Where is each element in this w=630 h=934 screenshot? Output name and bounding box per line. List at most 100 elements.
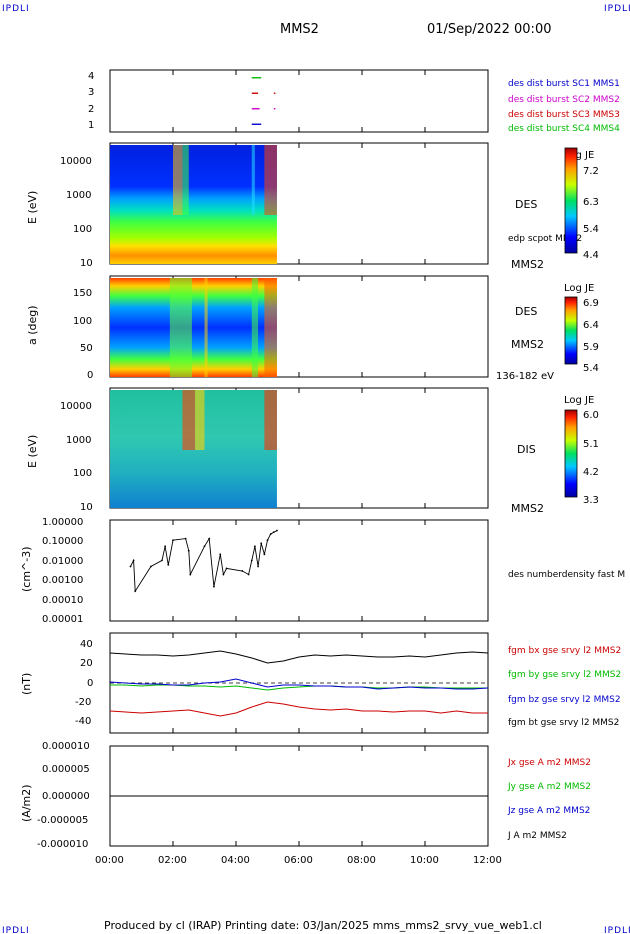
density-point-20 xyxy=(254,545,256,548)
current-legend-j: J A m2 MMS2 xyxy=(508,831,567,841)
current-legend-jz: Jz gse A m2 MMS2 xyxy=(508,806,591,816)
density-point-10 xyxy=(189,573,192,576)
time-tick-0800: 08:00 xyxy=(347,855,376,866)
des-energy-cbar-tick-0: 7.2 xyxy=(583,166,599,177)
dis-energy-feature-0 xyxy=(182,390,196,450)
time-tick-1200: 12:00 xyxy=(473,855,502,866)
time-tick-0000: 00:00 xyxy=(95,855,124,866)
des-energy-ytick-100: 100 xyxy=(73,224,93,235)
density-point-1 xyxy=(132,559,135,562)
des-pitch-cbar-tick-1: 6.4 xyxy=(583,320,599,331)
density-series-line xyxy=(130,530,278,593)
density-point-16 xyxy=(225,567,228,570)
density-point-27 xyxy=(276,529,278,532)
dis-energy-ytick-10: 10 xyxy=(80,502,93,513)
des-pitch-ytick-50: 50 xyxy=(80,343,93,354)
density-point-5 xyxy=(164,545,167,548)
bfield-ytick-minus20: -20 xyxy=(75,697,92,708)
des-pitch-cbar-tick-2: 5.9 xyxy=(583,342,599,353)
bfield-ytick-20: 20 xyxy=(80,658,93,669)
des-pitch-feature-2 xyxy=(251,278,259,377)
current-ytick-0: 0.000010 xyxy=(42,741,90,752)
dis-energy-cbar-tick-1: 5.1 xyxy=(583,439,599,450)
burst-legend-mms2: des dist burst SC2 MMS2 xyxy=(508,95,620,105)
data-marks xyxy=(109,77,578,797)
bfield-series-3 xyxy=(109,678,489,690)
density-ytick-0.1: 0.10000 xyxy=(42,536,84,547)
des-pitch-colorbar xyxy=(564,296,578,365)
density-point-6 xyxy=(167,563,170,566)
dis-energy-cbar-tick-3: 3.3 xyxy=(583,495,599,506)
current-legend-jx: Jx gse A m2 MMS2 xyxy=(508,758,591,768)
density-ytick-0.0001: 0.00010 xyxy=(42,595,84,606)
bfield-series-1 xyxy=(109,701,488,717)
des-energy-scpot-label: edp scpot MMS2 xyxy=(508,234,583,244)
bfield-series-0 xyxy=(109,650,489,664)
current-ytick-4: -0.000010 xyxy=(37,839,89,850)
time-tick-0200: 02:00 xyxy=(158,855,187,866)
density-point-21 xyxy=(257,565,259,568)
dis-energy-ytick-1000: 1000 xyxy=(66,435,92,446)
density-point-0 xyxy=(129,565,132,568)
density-point-17 xyxy=(241,570,244,572)
des-energy-feature-3 xyxy=(264,145,277,215)
time-tick-1000: 10:00 xyxy=(410,855,439,866)
des-pitch-cbar-tick-3: 5.4 xyxy=(583,363,599,374)
density-point-2 xyxy=(134,590,137,593)
des-energy-colorbar xyxy=(564,147,578,254)
des-pitch-feature-0 xyxy=(169,278,192,377)
density-point-11 xyxy=(203,545,206,548)
des-energy-feature-1 xyxy=(182,145,189,215)
des-energy-feature-2 xyxy=(251,145,255,215)
density-point-22 xyxy=(260,542,263,545)
des-energy-cbar-title: Log JE xyxy=(564,150,595,161)
density-point-18 xyxy=(247,573,250,576)
density-ytick-0.00001: 0.00001 xyxy=(42,614,84,625)
density-point-12 xyxy=(208,537,211,540)
density-point-7 xyxy=(172,539,174,542)
des-pitch-cbar-tick-0: 6.9 xyxy=(583,298,599,309)
corner-label-bottom-right: IPDLI xyxy=(604,926,630,934)
dis-energy-cbar-tick-2: 4.2 xyxy=(583,467,599,478)
burst-ytick-1: 1 xyxy=(88,120,95,131)
density-point-13 xyxy=(213,585,215,588)
current-legend-jy: Jy gse A m2 MMS2 xyxy=(508,782,591,792)
density-point-26 xyxy=(272,531,275,534)
des-energy-feature-0 xyxy=(173,145,183,215)
dis-energy-cbar-title: Log JE xyxy=(564,395,595,406)
des-pitch-ytick-150: 150 xyxy=(73,288,93,299)
current-ytick-2: 0.000000 xyxy=(42,791,90,802)
burst-ytick-4: 4 xyxy=(88,71,95,82)
des-energy-cbar-tick-1: 6.3 xyxy=(583,197,599,208)
des-energy-cbar-tick-3: 4.4 xyxy=(583,250,599,261)
spacecraft-title: MMS2 xyxy=(280,22,319,37)
density-point-19 xyxy=(250,559,253,562)
density-ytick-1: 1.00000 xyxy=(42,517,84,528)
des-pitch-energy-range: 136-182 eV xyxy=(496,371,554,382)
bfield-legend-bt: fgm bt gse srvy l2 MMS2 xyxy=(508,718,620,728)
dis-energy-colorbar xyxy=(564,409,578,498)
dis-energy-mms-label: MMS2 xyxy=(511,502,544,515)
density-point-25 xyxy=(269,533,272,536)
bfield-legend-bx: fgm bx gse srvy l2 MMS2 xyxy=(508,646,622,656)
burst-ytick-2: 2 xyxy=(88,104,95,115)
dis-energy-cbar-tick-0: 6.0 xyxy=(583,410,599,421)
des-energy-cbar-tick-2: 5.4 xyxy=(583,224,599,235)
datetime-title: 01/Sep/2022 00:00 xyxy=(427,22,552,37)
des-energy-ytick-10000: 10000 xyxy=(60,156,92,167)
des-pitch-spectrogram-fill xyxy=(110,278,277,377)
burst-legend-mms4: des dist burst SC4 MMS4 xyxy=(508,124,620,134)
burst-frame xyxy=(109,69,489,133)
time-tick-0400: 04:00 xyxy=(221,855,250,866)
burst-legend-mms1: des dist burst SC1 MMS1 xyxy=(508,79,620,89)
dis-energy-feature-1 xyxy=(195,390,205,450)
time-tick-0600: 06:00 xyxy=(284,855,313,866)
corner-label-bottom-left: IPDLI xyxy=(2,926,30,934)
current-ytick-3: -0.000005 xyxy=(37,815,89,826)
density-point-14 xyxy=(219,553,222,556)
bfield-legend-bz: fgm bz gse srvy l2 MMS2 xyxy=(508,695,621,705)
density-point-8 xyxy=(184,537,187,540)
density-ytick-0.001: 0.00100 xyxy=(42,575,84,586)
